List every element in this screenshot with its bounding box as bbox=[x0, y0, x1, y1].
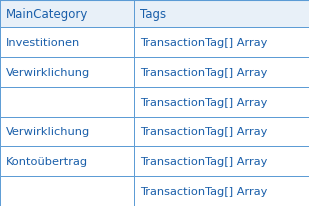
Text: TransactionTag[] Array: TransactionTag[] Array bbox=[140, 67, 268, 77]
Bar bbox=[0, 117, 134, 147]
Bar bbox=[0, 28, 134, 57]
Text: Kontoübertrag: Kontoübertrag bbox=[6, 157, 88, 166]
Text: MainCategory: MainCategory bbox=[6, 7, 88, 20]
Bar bbox=[134, 176, 309, 206]
Text: Verwirklichung: Verwirklichung bbox=[6, 67, 90, 77]
Bar bbox=[134, 117, 309, 147]
Text: TransactionTag[] Array: TransactionTag[] Array bbox=[140, 38, 268, 48]
Bar bbox=[134, 57, 309, 87]
Text: TransactionTag[] Array: TransactionTag[] Array bbox=[140, 186, 268, 196]
Bar bbox=[0, 147, 134, 176]
Bar bbox=[0, 0, 134, 28]
Bar bbox=[134, 87, 309, 117]
Bar bbox=[134, 0, 309, 28]
Text: TransactionTag[] Array: TransactionTag[] Array bbox=[140, 97, 268, 107]
Text: TransactionTag[] Array: TransactionTag[] Array bbox=[140, 127, 268, 137]
Text: TransactionTag[] Array: TransactionTag[] Array bbox=[140, 157, 268, 166]
Bar bbox=[0, 57, 134, 87]
Bar bbox=[134, 28, 309, 57]
Text: Tags: Tags bbox=[140, 7, 167, 20]
Text: Investitionen: Investitionen bbox=[6, 38, 80, 48]
Text: Verwirklichung: Verwirklichung bbox=[6, 127, 90, 137]
Bar bbox=[0, 87, 134, 117]
Bar bbox=[134, 147, 309, 176]
Bar bbox=[0, 176, 134, 206]
